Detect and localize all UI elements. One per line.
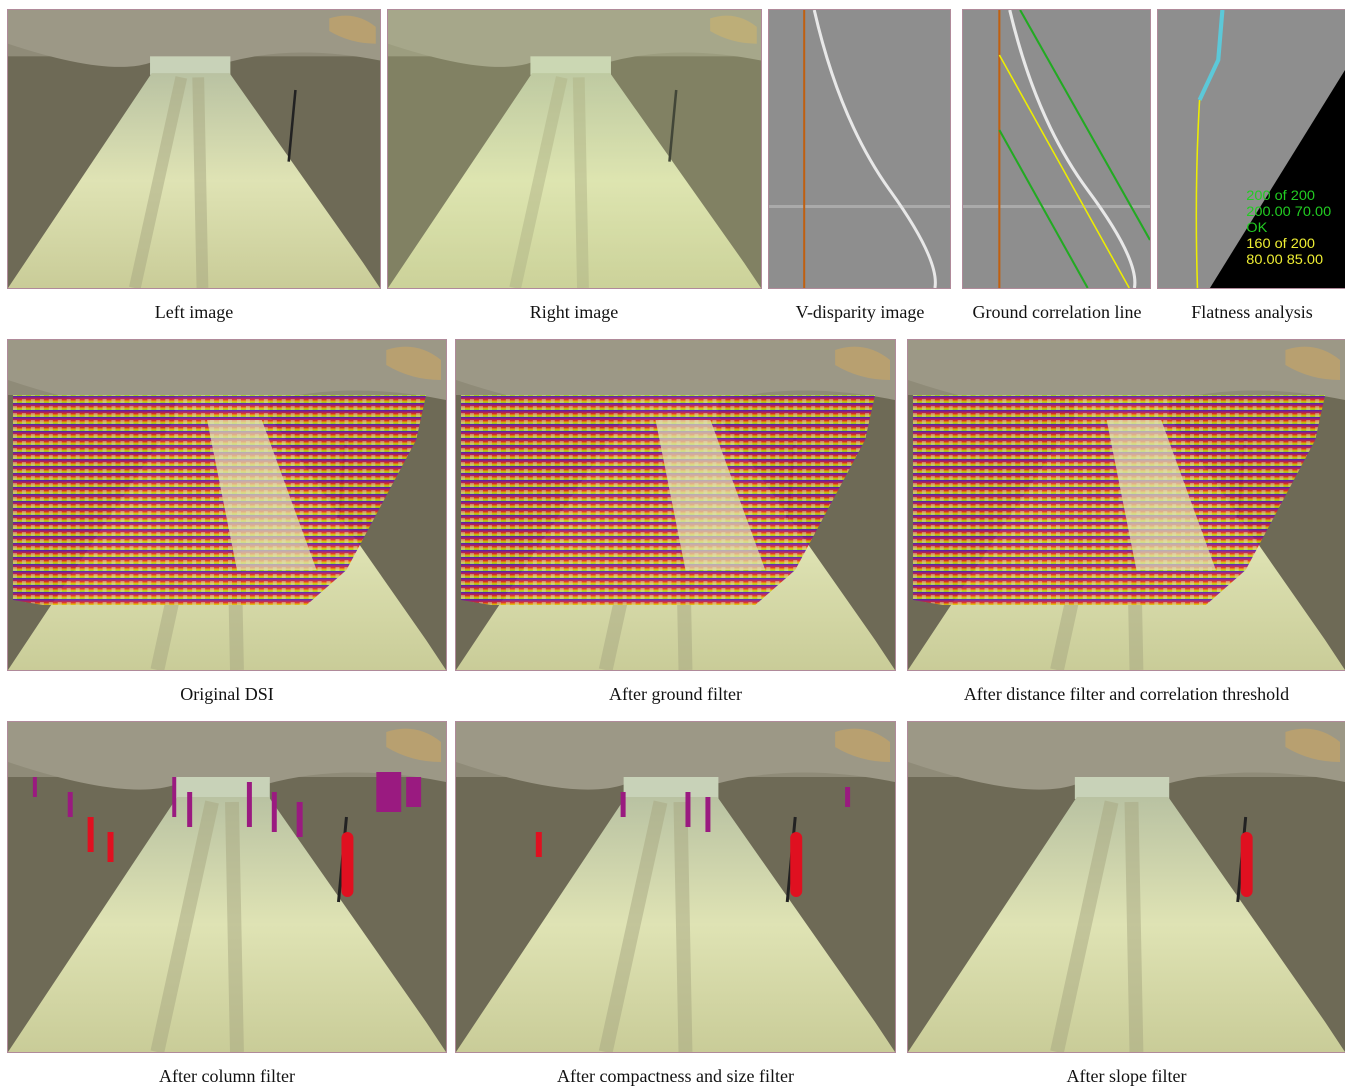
right-image	[388, 10, 761, 288]
image	[908, 340, 1345, 670]
image	[8, 722, 446, 1052]
left-image	[8, 10, 380, 288]
overlay-text: 200.00 70.00	[1246, 204, 1331, 220]
ground-correlation-image	[963, 10, 1150, 288]
filtered-image	[8, 722, 446, 1052]
dsi-image	[908, 340, 1345, 670]
overlay-text: OK	[1246, 220, 1267, 236]
caption: After slope filter	[827, 1066, 1345, 1087]
image	[963, 10, 1150, 288]
overlay-text: 160 of 200	[1246, 236, 1315, 252]
overlay-text: 200 of 200	[1246, 188, 1315, 204]
image	[769, 10, 950, 288]
image	[456, 722, 895, 1052]
image	[8, 340, 446, 670]
caption: After distance filter and correlation th…	[827, 684, 1345, 705]
v-disparity-image	[769, 10, 950, 288]
figure: 200 of 200200.00 70.00OK160 of 20080.00 …	[0, 0, 1345, 1088]
dsi-image	[8, 340, 446, 670]
overlay-text: 80.00 85.00	[1246, 252, 1323, 268]
image	[908, 722, 1345, 1052]
dsi-image	[456, 340, 895, 670]
image	[388, 10, 761, 288]
image	[8, 10, 380, 288]
filtered-image	[456, 722, 895, 1052]
filtered-image	[908, 722, 1345, 1052]
caption: Flatness analysis	[952, 302, 1345, 323]
image	[456, 340, 895, 670]
